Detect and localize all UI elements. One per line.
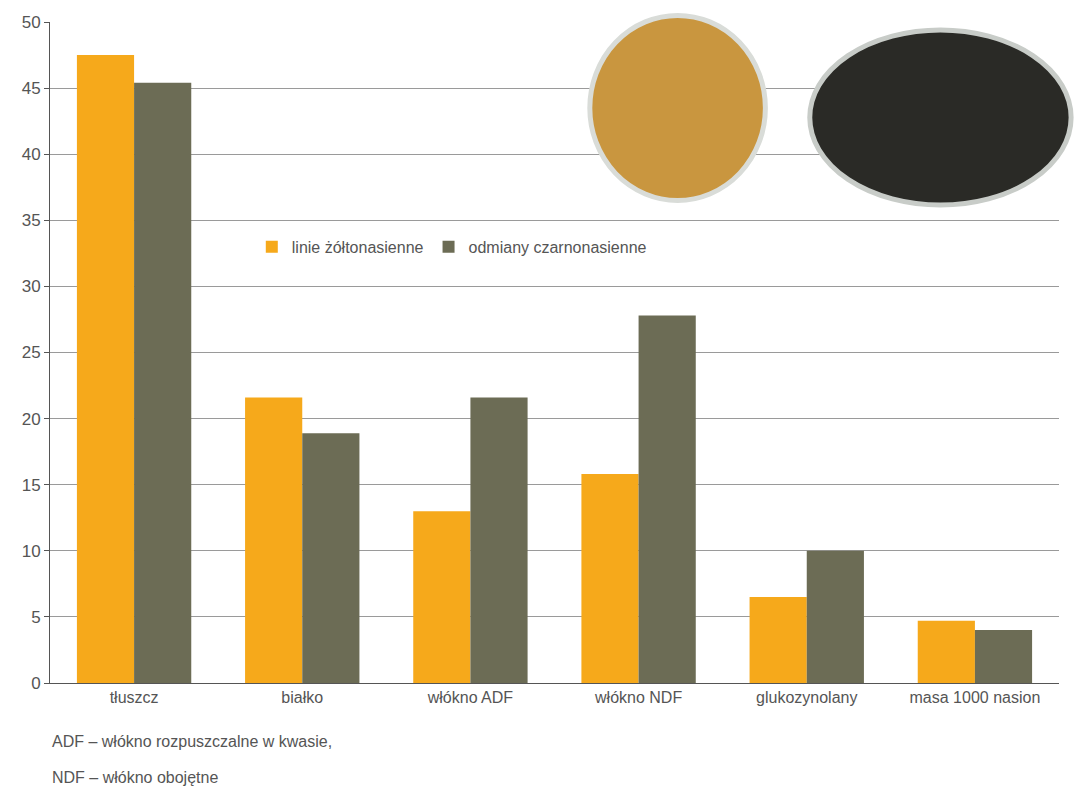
svg-text:45: 45	[22, 79, 41, 98]
svg-text:linie żółtonasienne: linie żółtonasienne	[292, 239, 424, 256]
svg-text:włókno ADF: włókno ADF	[427, 689, 514, 706]
svg-text:50: 50	[22, 13, 41, 32]
svg-text:25: 25	[22, 343, 41, 362]
svg-text:5: 5	[31, 608, 40, 627]
svg-text:białko: białko	[281, 689, 323, 706]
svg-text:ADF – włókno rozpuszczalne w k: ADF – włókno rozpuszczalne w kwasie,	[52, 733, 332, 750]
svg-text:NDF – włókno obojętne: NDF – włókno obojętne	[52, 769, 218, 786]
svg-text:0: 0	[31, 674, 40, 693]
svg-text:40: 40	[22, 145, 41, 164]
svg-text:glukozynolany: glukozynolany	[756, 689, 857, 706]
svg-text:odmiany czarnonasienne: odmiany czarnonasienne	[469, 239, 647, 256]
svg-text:15: 15	[22, 476, 41, 495]
svg-text:masa 1000 nasion: masa 1000 nasion	[910, 689, 1041, 706]
svg-text:20: 20	[22, 410, 41, 429]
svg-text:tłuszcz: tłuszcz	[110, 689, 159, 706]
svg-text:10: 10	[22, 542, 41, 561]
svg-text:35: 35	[22, 211, 41, 230]
svg-text:włókno NDF: włókno NDF	[594, 689, 682, 706]
svg-text:30: 30	[22, 277, 41, 296]
